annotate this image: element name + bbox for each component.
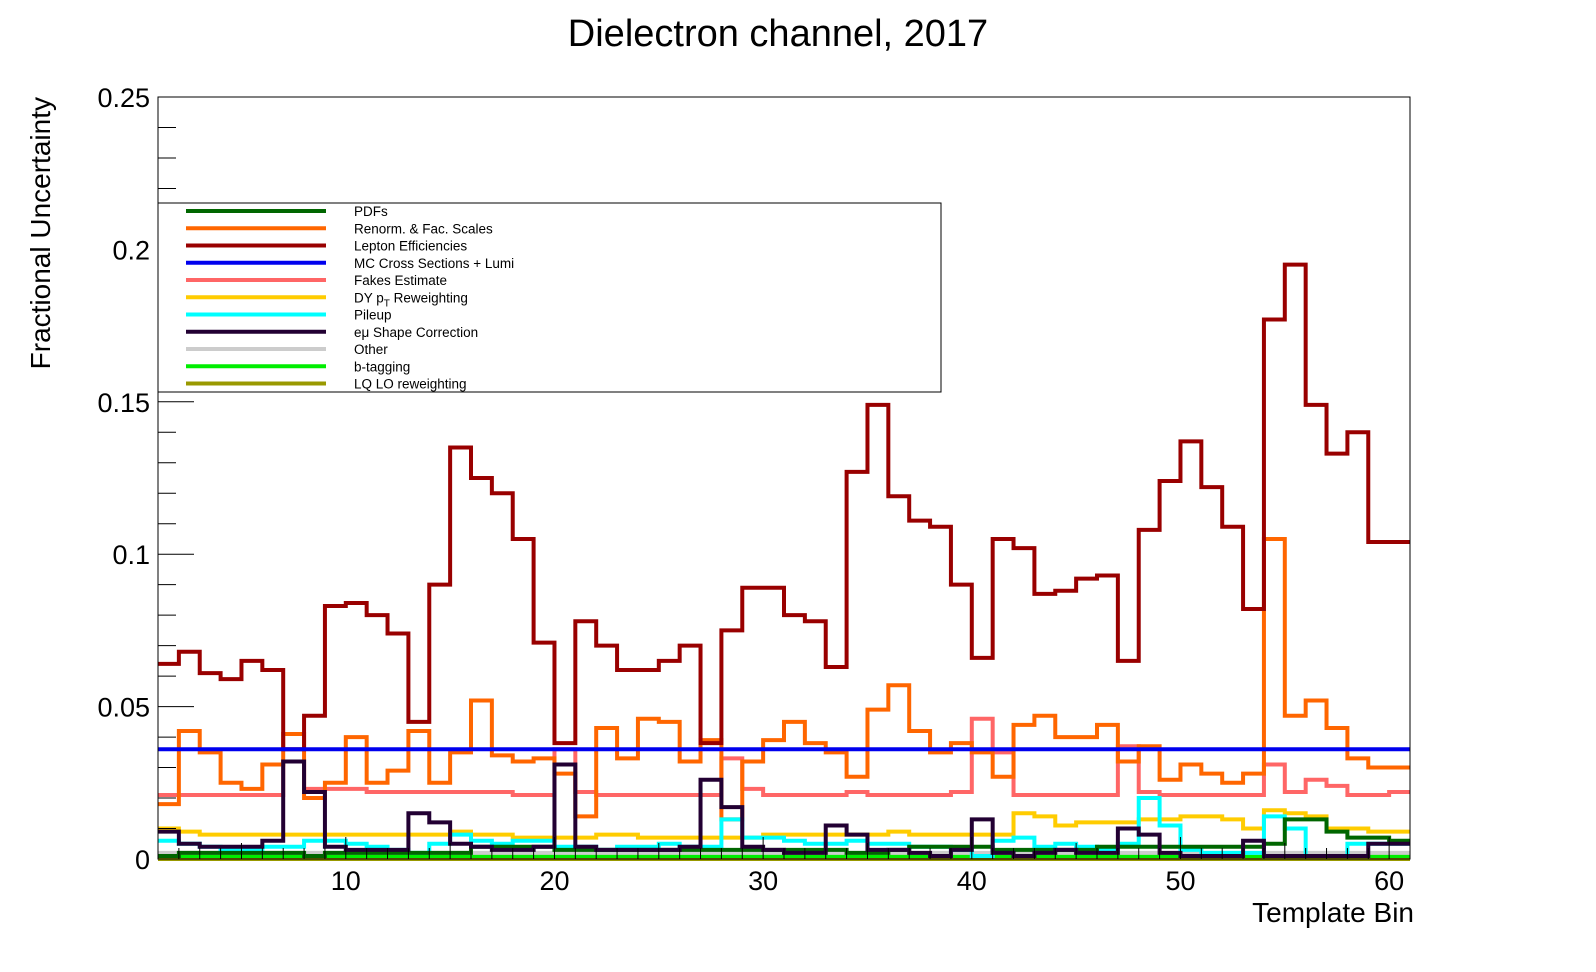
legend-label: b-tagging <box>354 359 410 374</box>
legend-label: Fakes Estimate <box>354 273 447 288</box>
x-tick-label: 60 <box>1374 866 1404 896</box>
y-tick-label: 0.2 <box>112 235 150 265</box>
series-line-dy-p-t-reweighting <box>158 808 1410 840</box>
x-tick-label: 10 <box>331 866 361 896</box>
legend-label: Pileup <box>354 308 392 323</box>
y-tick-label: 0.25 <box>97 83 150 113</box>
legend-label: Lepton Efficiencies <box>354 239 467 254</box>
y-tick-label: 0.05 <box>97 693 150 723</box>
series-line-pdfs <box>158 817 1410 858</box>
y-tick-label: 0.15 <box>97 388 150 418</box>
series-line-renorm-fac-scales <box>158 536 1410 822</box>
legend-label: Renorm. & Fac. Scales <box>354 221 493 236</box>
series-line-fakes-estimate <box>158 716 1410 797</box>
legend-label: Other <box>354 342 388 357</box>
legend: PDFs Renorm. & Fac. Scales Lepton Efficien… <box>157 202 942 393</box>
series-line-pileup <box>158 796 1410 858</box>
y-tick-label: 0.1 <box>112 540 150 570</box>
x-tick-label: 40 <box>957 866 987 896</box>
axes-layer: 0 0.05 0.1 0.15 0.2 0.25 10 20 30 40 50 60 <box>97 83 1411 896</box>
legend-label: PDFs <box>354 204 388 219</box>
chart-title: Dielectron channel, 2017 <box>568 13 988 55</box>
series-line-e-shape-correction <box>158 759 1410 858</box>
series-line-lepton-efficiencies <box>158 262 1410 752</box>
x-tick-label: 30 <box>748 866 778 896</box>
legend-label: MC Cross Sections + Lumi <box>354 256 514 271</box>
y-axis-title: Fractional Uncertainty <box>25 97 56 369</box>
legend-label: eμ Shape Correction <box>354 325 478 340</box>
x-tick-label: 20 <box>539 866 569 896</box>
x-tick-label: 50 <box>1165 866 1195 896</box>
y-tick-label: 0 <box>135 845 150 875</box>
x-axis-title: Template Bin <box>1252 897 1414 928</box>
legend-label: DY pT Reweighting <box>354 290 468 309</box>
legend-label: LQ LO reweighting <box>354 377 467 392</box>
